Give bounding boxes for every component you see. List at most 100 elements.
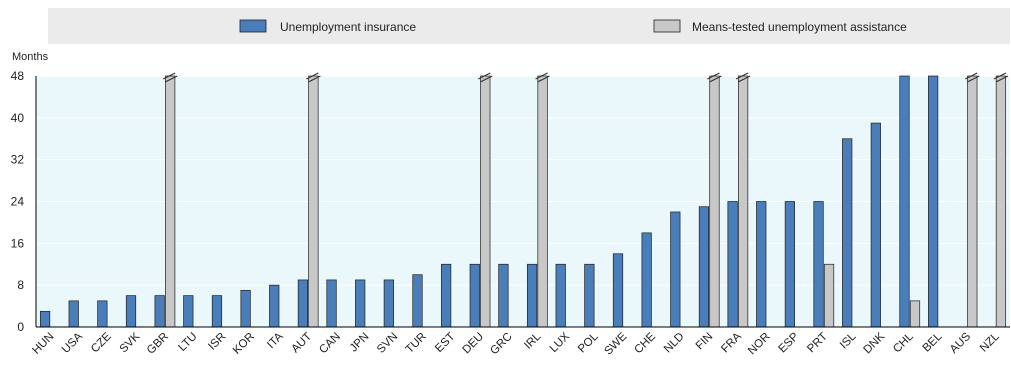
bar-insurance-isl (842, 138, 853, 328)
bar-insurance-tur (412, 274, 423, 328)
legend-swatch-insurance (239, 19, 267, 33)
axis-break-mark (993, 72, 1009, 83)
x-tick-label: ISR (206, 331, 228, 353)
bar-insurance-chl (899, 75, 910, 328)
bar-insurance-ita (269, 284, 280, 328)
bar-insurance-can (326, 279, 337, 328)
bar-insurance-lux (555, 263, 566, 328)
x-tick-label: IRL (522, 330, 544, 352)
x-tick-label: FRA (719, 330, 744, 355)
x-tick-label: ISL (838, 330, 859, 351)
y-axis-ticks: 0 8 16 24 32 40 48 (11, 69, 25, 334)
axis-break-mark (162, 72, 178, 83)
bar-insurance-pol (584, 263, 595, 328)
bars (39, 72, 1009, 328)
bar-insurance-cze (97, 300, 108, 328)
x-tick-label: HUN (30, 331, 56, 357)
x-tick-label: SVN (375, 331, 400, 356)
x-tick-label: JPN (348, 331, 372, 355)
axis-break-mark (735, 72, 751, 83)
bar-assistance-prt (823, 263, 835, 328)
bar-insurance-fin (698, 206, 710, 328)
bar-insurance-est (441, 263, 452, 328)
x-tick-label: SVK (118, 330, 143, 355)
bar-insurance-irl (526, 263, 538, 328)
x-tick-label: FIN (694, 331, 716, 353)
bar-insurance-jpn (355, 279, 366, 328)
x-axis-labels: HUN USA CZE SVK GBR LTU ISR KOR ITA AUT CAN JPN SVN T… (30, 330, 1002, 357)
bar-insurance-svk (125, 295, 137, 328)
x-tick-label: DNK (862, 330, 888, 356)
axis-break-mark (707, 72, 722, 83)
y-axis-unit: Months (12, 51, 49, 63)
axis-break-mark (965, 72, 980, 83)
x-tick-label: USA (60, 330, 85, 355)
bar-insurance-svn (383, 279, 394, 328)
bar-assistance-fin (709, 75, 720, 328)
bar-insurance-prt (813, 201, 824, 328)
x-tick-label: LTU (176, 331, 199, 354)
bar-insurance-che (641, 232, 652, 328)
bar-insurance-bel (928, 75, 939, 328)
x-tick-label: POL (576, 330, 601, 355)
x-tick-label: NLD (662, 331, 687, 356)
legend-swatch-assistance (653, 19, 681, 33)
x-tick-label: ITA (265, 330, 286, 351)
x-tick-label: BEL (921, 330, 945, 354)
x-tick-label: AUT (290, 331, 315, 356)
x-tick-label: PRT (805, 331, 830, 356)
axis-break-mark (306, 72, 321, 83)
x-tick-label: CHL (891, 330, 916, 355)
bar-insurance-nld (670, 211, 681, 328)
y-tick-label: 48 (11, 69, 25, 83)
x-tick-label: DEU (460, 331, 486, 357)
bar-assistance-chl (909, 300, 921, 328)
bar-insurance-gbr (154, 295, 165, 328)
bar-insurance-isr (211, 295, 223, 328)
bar-insurance-hun (39, 310, 51, 328)
bar-insurance-kor (240, 290, 251, 328)
x-tick-label: CAN (317, 331, 343, 357)
x-tick-label: NOR (746, 331, 773, 358)
legend-box (48, 8, 1010, 44)
y-tick-label: 8 (17, 278, 24, 292)
bar-insurance-nor (756, 201, 767, 328)
bar-assistance-gbr (165, 75, 176, 328)
x-tick-label: NZL (978, 330, 1002, 354)
x-tick-label: GBR (145, 331, 171, 357)
x-tick-label: AUS (948, 330, 973, 355)
bar-insurance-fra (727, 201, 738, 328)
y-tick-label: 32 (11, 153, 25, 167)
bar-assistance-aus (967, 75, 978, 328)
y-tick-label: 40 (11, 111, 25, 125)
bar-insurance-aut (297, 279, 308, 328)
x-tick-label: GRC (488, 331, 515, 358)
bar-assistance-deu (480, 75, 491, 328)
bar-insurance-swe (612, 253, 624, 328)
x-tick-label: LUX (548, 330, 573, 355)
x-tick-label: SWE (602, 330, 629, 357)
x-tick-label: CZE (89, 330, 114, 355)
axis-break-mark (478, 72, 493, 83)
x-tick-label: EST (433, 331, 457, 355)
bar-insurance-usa (68, 300, 79, 328)
y-tick-label: 24 (11, 195, 25, 209)
x-tick-label: TUR (404, 331, 429, 356)
x-tick-label: CHE (632, 330, 658, 356)
bar-insurance-ltu (183, 295, 194, 328)
bar-assistance-aut (308, 75, 319, 328)
bar-assistance-nzl (995, 75, 1007, 328)
legend-label-insurance: Unemployment insurance (280, 20, 416, 34)
x-tick-label: KOR (231, 331, 257, 357)
y-tick-label: 0 (17, 320, 24, 334)
bar-insurance-esp (784, 201, 795, 328)
y-tick-label: 16 (11, 236, 25, 250)
bar-insurance-dnk (870, 122, 881, 328)
bar-assistance-irl (537, 75, 548, 328)
bar-insurance-deu (469, 263, 480, 328)
axis-break-mark (535, 72, 550, 83)
legend-label-assistance: Means-tested unemployment assistance (692, 20, 907, 34)
bar-assistance-fra (738, 75, 749, 328)
bar-insurance-grc (498, 263, 509, 328)
